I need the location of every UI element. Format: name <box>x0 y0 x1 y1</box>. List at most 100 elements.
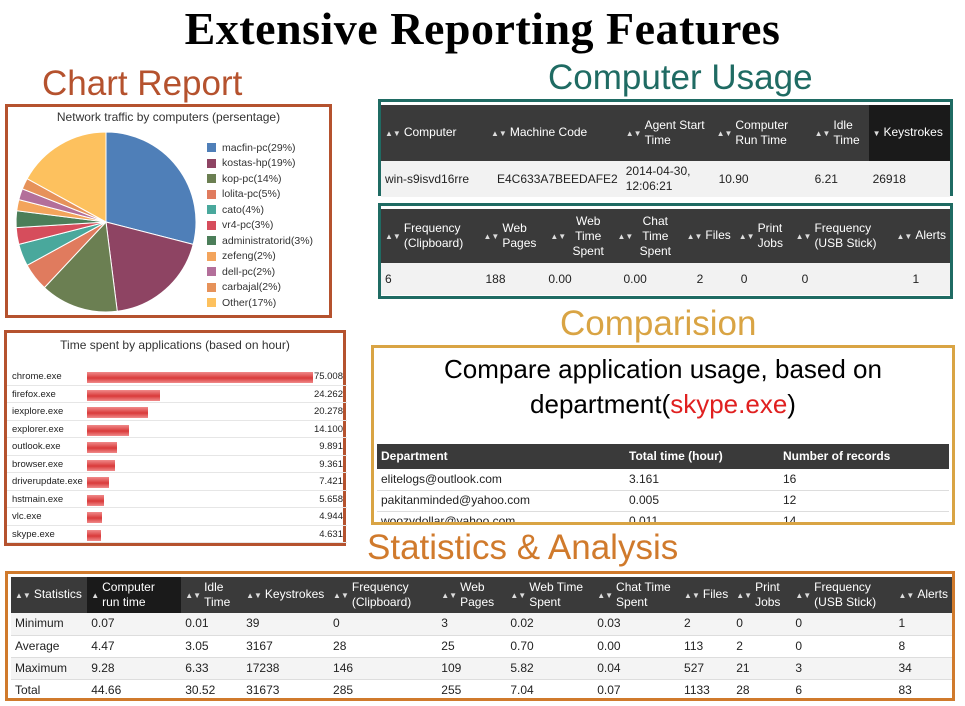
column-header-frequency-usb[interactable]: ▲▼ Frequency (USB Stick) <box>791 577 895 613</box>
row-divider <box>7 384 347 386</box>
column-header-idle-time[interactable]: ▲▼ Idle Time <box>181 577 243 613</box>
bar <box>87 389 161 401</box>
table-row[interactable]: Minimum 0.07 0.01 39 0 3 0.02 0.03 2 0 0 1 <box>11 613 952 635</box>
bar-value: 14.100 <box>313 423 343 435</box>
computer-usage-panel-1: ▲▼ Computer ▲▼ Machine Code ▲▼ Agent Start … <box>378 99 953 197</box>
table-cell: 39 <box>246 616 260 631</box>
sort-icon: ▲▼ <box>15 591 31 600</box>
table-row[interactable]: Total 44.66 30.52 31673 285 255 7.04 0.07 1133 28… <box>11 679 952 698</box>
column-header-files[interactable]: ▲▼ Files <box>682 209 735 263</box>
bar-row[interactable]: outlook.exe 9.891 <box>7 438 347 456</box>
legend-label: macfin-pc(29%) <box>222 141 296 154</box>
bar-row[interactable]: hstmain.exe 5.658 <box>7 491 347 508</box>
pie-slice[interactable] <box>105 131 197 245</box>
column-header-idle-time[interactable]: ▲▼ Idle Time <box>810 105 869 161</box>
table-row[interactable]: win-s9isvd16rre E4C633A7BEEDAFE2 2014-04… <box>381 161 950 197</box>
pie-slice[interactable] <box>105 221 194 312</box>
bar-label: iexplore.exe <box>12 406 64 417</box>
legend-item[interactable]: zefeng(2%) <box>207 249 313 265</box>
bar-label: outlook.exe <box>12 441 61 452</box>
legend-item[interactable]: Other(17%) <box>207 295 313 311</box>
legend-swatch <box>207 236 216 246</box>
pie-chart-title: Network traffic by computers (persentage… <box>56 110 281 124</box>
bar <box>87 512 102 523</box>
table-cell: 7.04 <box>510 682 534 697</box>
column-header-frequency-clipboard[interactable]: ▲▼ Frequency (Clipboard) <box>381 209 480 263</box>
legend-item[interactable]: dell-pc(2%) <box>207 264 313 280</box>
column-header-print-jobs[interactable]: ▲▼ Print Jobs <box>732 577 792 613</box>
table-cell: 0.70 <box>510 638 534 653</box>
table-cell: 31673 <box>246 682 280 697</box>
bar-row[interactable]: explorer.exe 14.100 <box>7 421 347 438</box>
bar <box>87 407 149 418</box>
column-header-web-pages[interactable]: ▲▼ Web Pages <box>479 209 547 263</box>
legend-item[interactable]: administratorid(3%) <box>207 233 313 249</box>
legend-item[interactable]: kop-pc(14%) <box>207 171 313 187</box>
column-header-keystrokes[interactable]: ▼ Keystrokes <box>868 105 950 161</box>
column-header-computer[interactable]: ▲▼ Computer <box>381 105 487 161</box>
table-row[interactable]: Maximum 9.28 6.33 17238 146 109 5.82 0.04 527 21 3… <box>11 657 952 679</box>
column-header-number-of-records[interactable]: Number of records <box>779 444 949 469</box>
bar-value: 75.008 <box>313 371 343 382</box>
column-header-web-time-spent[interactable]: ▲▼ Web Time Spent <box>546 209 614 263</box>
bar-label: skype.exe <box>12 528 55 540</box>
column-header-computer-run-time[interactable]: ▲ Computer run time <box>87 577 182 613</box>
computer-activity-table: ▲▼ Frequency (Clipboard) ▲▼ Web Pages ▲▼ We… <box>381 209 950 295</box>
legend-item[interactable]: cato(4%) <box>207 202 313 218</box>
legend-swatch <box>207 267 216 277</box>
column-header-total-time[interactable]: Total time (hour) <box>625 444 779 469</box>
bar <box>87 442 117 453</box>
bar <box>87 494 105 506</box>
legend-item[interactable]: macfin-pc(29%) <box>207 140 313 156</box>
legend-item[interactable]: lolita-pc(5%) <box>207 187 313 203</box>
legend-swatch <box>207 158 216 168</box>
bar-row[interactable]: browser.exe 9.361 <box>7 456 347 473</box>
sort-icon: ▲▼ <box>185 590 202 600</box>
bar-value: 7.421 <box>319 476 343 487</box>
column-header-statistics[interactable]: ▲▼ Statistics <box>11 577 88 613</box>
table-row[interactable]: pakitanminded@yahoo.com 0.005 12 <box>377 490 949 511</box>
statistics-panel: ▲▼ Statistics ▲ Computer run time ▲▼ Idle T… <box>5 571 955 701</box>
comparison-app-name: skype.exe <box>670 389 788 419</box>
legend-item[interactable]: vr4-pc(3%) <box>207 218 313 234</box>
table-row[interactable]: 6 188 0.00 0.00 2 0 0 1 <box>381 263 950 295</box>
pie-chart <box>15 131 197 313</box>
table-row[interactable]: Average 4.47 3.05 3167 28 25 0.70 0.00 113 2 0 8 <box>11 635 952 657</box>
legend-label: kop-pc(14%) <box>222 172 282 185</box>
sort-desc-icon: ▼ <box>872 129 881 138</box>
column-header-chat-time-spent[interactable]: ▲▼ Chat Time Spent <box>613 209 683 263</box>
bar-row[interactable]: chrome.exe 75.008 <box>7 368 347 386</box>
table-cell: Total <box>15 682 41 697</box>
legend-swatch <box>207 298 216 308</box>
sort-icon: ▲▼ <box>814 128 831 138</box>
pie-slice[interactable] <box>26 131 107 223</box>
column-header-web-time-spent[interactable]: ▲▼ Web Time Spent <box>506 577 594 613</box>
column-header-machine-code[interactable]: ▲▼ Machine Code <box>487 105 622 161</box>
column-header-alerts[interactable]: ▲▼ Alerts <box>892 209 950 263</box>
pie-slice[interactable] <box>43 220 118 313</box>
table-cell: 527 <box>684 660 705 675</box>
table-cell: 146 <box>333 660 354 675</box>
column-header-files[interactable]: ▲▼ Files <box>680 577 733 613</box>
table-row[interactable]: woozydollar@yahoo.com 0.011 14 <box>381 514 797 525</box>
bar-row[interactable]: driverupdate.exe 7.421 <box>7 473 347 491</box>
bar-row[interactable]: iexplore.exe 20.278 <box>7 403 347 421</box>
column-header-frequency-usb[interactable]: ▲▼ Frequency (USB Stick) <box>791 209 893 263</box>
column-header-chat-time-spent[interactable]: ▲▼ Chat Time Spent <box>593 577 681 613</box>
legend-item[interactable]: kostas-hp(19%) <box>207 156 313 172</box>
column-header-computer-run-time[interactable]: ▲▼ Computer Run Time <box>712 105 811 161</box>
bar-row[interactable]: vlc.exe 4.944 <box>7 508 347 526</box>
column-header-alerts[interactable]: ▲▼ Alerts <box>894 577 952 613</box>
column-header-department[interactable]: Department <box>377 444 625 469</box>
column-header-agent-start-time[interactable]: ▲▼ Agent Start Time <box>621 105 713 161</box>
sort-icon: ▲▼ <box>898 591 915 600</box>
column-header-print-jobs[interactable]: ▲▼ Print Jobs <box>734 209 792 263</box>
legend-item[interactable]: carbajal(2%) <box>207 280 313 296</box>
column-header-keystrokes[interactable]: ▲▼ Keystrokes <box>242 577 330 613</box>
column-header-web-pages[interactable]: ▲▼ Web Pages <box>437 577 507 613</box>
bar-row[interactable]: firefox.exe 24.262 <box>7 386 347 403</box>
sort-icon: ▲▼ <box>246 591 262 600</box>
column-header-frequency-clipboard[interactable]: ▲▼ Frequency (Clipboard) <box>329 577 438 613</box>
table-row[interactable]: elitelogs@outlook.com 3.161 16 <box>377 469 949 490</box>
bar-row[interactable]: skype.exe 4.631 <box>7 526 347 543</box>
